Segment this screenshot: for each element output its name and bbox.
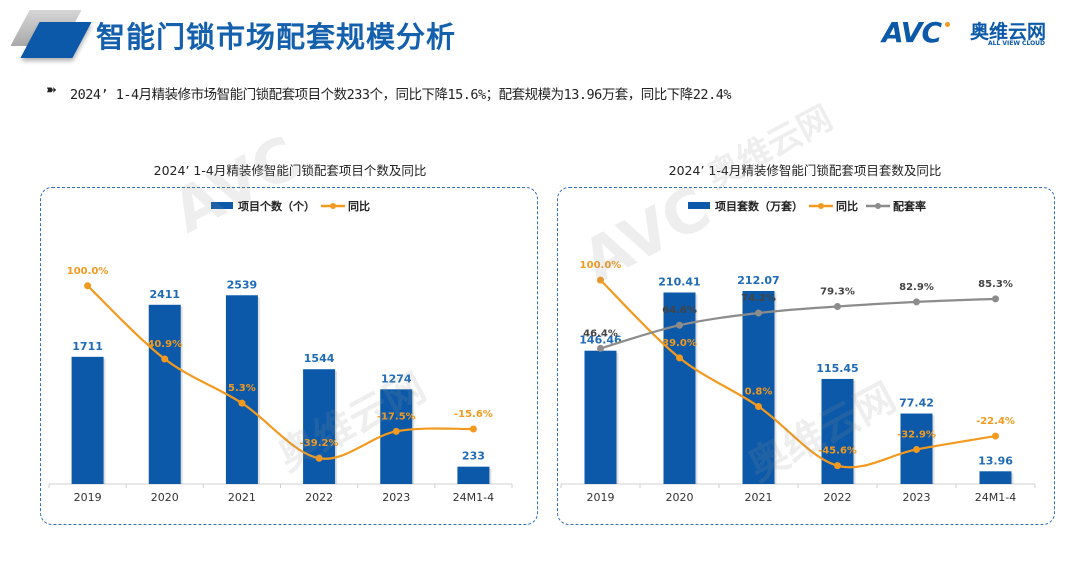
line-data-label: 5.3% (228, 383, 256, 394)
x-tick-label: 2023 (903, 491, 931, 504)
line-data-label: 39.0% (662, 338, 697, 349)
legend-bar-swatch (688, 202, 710, 209)
chart-title-left: 2024’ 1-4月精装修智能门锁配套项目个数及同比 (153, 163, 427, 178)
bar (380, 389, 413, 484)
x-tick-label: 24M1-4 (453, 491, 494, 504)
line-data-label: -22.4% (976, 416, 1015, 427)
x-tick-label: 2021 (745, 491, 773, 504)
bar-data-label: 1711 (72, 340, 103, 353)
line-data-label: 100.0% (67, 266, 109, 277)
logo-dot-icon (945, 22, 950, 27)
bar (663, 292, 696, 484)
bar (457, 466, 490, 484)
bar-data-label: 210.41 (658, 275, 700, 288)
line-point (676, 354, 683, 362)
line-data-label: -45.6% (818, 446, 857, 457)
arrow-bullet-icon: ➽ (46, 83, 57, 98)
watermark: 奥维云网 (700, 98, 840, 198)
line-series-yoy (86, 284, 474, 460)
line-data-label: 46.4% (583, 328, 618, 339)
logo-en-text: ALL VIEW CLOUD (988, 40, 1046, 47)
summary-text: 2024’ 1-4月精装修市场智能门锁配套项目个数233个，同比下降15.6%；… (70, 87, 731, 103)
legend-line-label: 同比 (836, 199, 858, 213)
legend-bar-label: 项目个数（个） (238, 199, 315, 213)
line-point (597, 344, 604, 352)
legend-bar-label: 项目套数（万套） (715, 199, 803, 213)
bar-data-label: 212.07 (737, 274, 779, 287)
bar-data-label: 2539 (227, 278, 258, 291)
line-series-yoy (599, 279, 996, 469)
chart-project-count: 项目个数（个） 同比 1711 2019 2411 2020 2539 2021 1544 202… (48, 199, 513, 504)
chart-title-right: 2024’ 1-4月精装修智能门锁配套项目套数及同比 (668, 163, 942, 178)
line-data-label: 74.2% (741, 293, 776, 304)
legend-line-marker (330, 203, 336, 209)
line-data-label: -39.2% (300, 438, 339, 449)
line-point (992, 432, 999, 440)
bar-data-label: 2411 (149, 288, 180, 301)
line-point (834, 462, 841, 470)
bar (584, 350, 617, 484)
line-data-label: -32.9% (897, 429, 936, 440)
x-tick-label: 2022 (824, 491, 852, 504)
line-point (834, 302, 841, 310)
legend-line-label: 同比 (348, 199, 370, 213)
line-point (238, 399, 246, 407)
x-tick-label: 2020 (666, 491, 694, 504)
chart-panel-project-count: 项目个数（个） 同比 1711 2019 2411 2020 2539 2021 1544 202… (40, 187, 538, 525)
bar (225, 295, 258, 484)
line-data-label: 79.3% (820, 286, 855, 297)
line-data-label: 64.6% (662, 305, 697, 316)
legend-line-label: 配套率 (893, 199, 926, 213)
line-point (597, 276, 604, 284)
line-data-label: 82.9% (899, 282, 934, 293)
chart-project-units: 项目套数（万套） 同比 配套率 146.46 2019 210.41 2020 212.07 2… (560, 199, 1036, 504)
x-tick-label: 24M1-4 (975, 491, 1016, 504)
line-point (755, 309, 762, 317)
logo-avc-text: AVC (882, 16, 942, 49)
bar-data-label: 115.45 (816, 362, 858, 375)
line-point (755, 403, 762, 411)
avc-logo: AVC 奥维云网 ALL VIEW CLOUD (882, 16, 1052, 50)
bar (979, 471, 1012, 484)
line-point (469, 425, 477, 433)
bar (71, 356, 104, 484)
line-data-label: -17.5% (377, 411, 416, 422)
x-tick-label: 2022 (305, 491, 333, 504)
line-point (84, 282, 92, 290)
x-tick-label: 2023 (382, 491, 410, 504)
chart-panel-project-units: 项目套数（万套） 同比 配套率 146.46 2019 210.41 2020 212.07 2… (557, 187, 1055, 525)
logo-cn-text: 奥维云网 (970, 21, 1047, 43)
bar-data-label: 1544 (304, 352, 335, 365)
bar (148, 304, 181, 484)
line-point (392, 427, 400, 435)
x-tick-label: 2019 (587, 491, 615, 504)
x-tick-label: 2021 (228, 491, 256, 504)
legend-line-marker (875, 203, 881, 209)
bar-data-label: 1274 (381, 372, 412, 385)
page-title: 智能门锁市场配套规模分析 (96, 20, 457, 54)
line-data-label: 85.3% (978, 279, 1013, 290)
legend-bar-swatch (211, 202, 233, 209)
bar (303, 369, 336, 484)
line-point (913, 445, 920, 453)
line-series-rate (600, 297, 996, 350)
line-data-label: 40.9% (147, 339, 182, 350)
bar-data-label: 146.46 (579, 334, 622, 347)
x-tick-label: 2019 (74, 491, 102, 504)
legend-line-marker (818, 203, 824, 209)
line-data-label: 0.8% (745, 387, 773, 398)
bar-data-label: 77.42 (899, 397, 934, 410)
line-point (315, 454, 323, 462)
line-point (913, 298, 920, 306)
bar-data-label: 13.96 (978, 454, 1013, 467)
line-data-label: -15.6% (454, 409, 493, 420)
line-data-label: 100.0% (580, 260, 622, 271)
line-point (992, 295, 999, 303)
bar-data-label: 233 (462, 450, 485, 463)
line-point (676, 321, 683, 329)
bar (742, 290, 775, 484)
x-tick-label: 2020 (151, 491, 179, 504)
line-point (161, 355, 169, 363)
